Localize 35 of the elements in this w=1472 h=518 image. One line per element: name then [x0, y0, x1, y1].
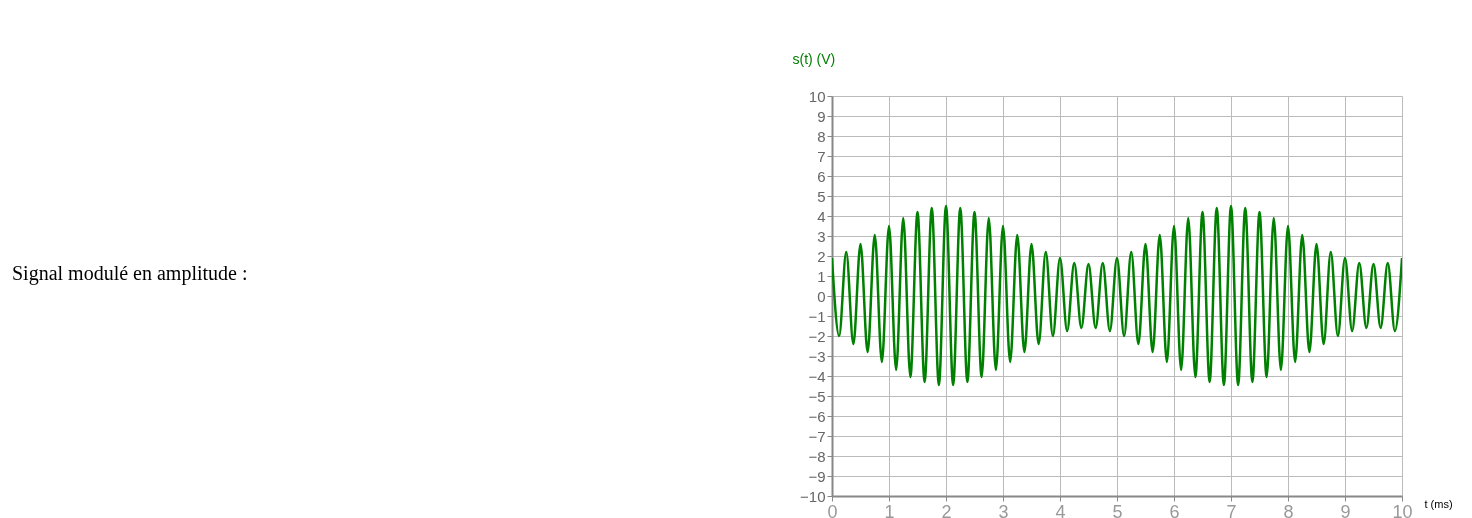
x-tick-label: 5 — [1112, 501, 1123, 518]
y-tick-label: −5 — [808, 387, 826, 405]
y-tick-label: 0 — [817, 287, 826, 305]
y-tick-label: −4 — [808, 367, 826, 385]
y-tick-label: −9 — [808, 467, 826, 485]
x-tick-label: 10 — [1392, 501, 1413, 518]
x-tick-label: 1 — [884, 501, 895, 518]
x-tick-label: 7 — [1226, 501, 1237, 518]
text: Signal modulé en amplitude : — [12, 262, 248, 285]
y-axis-title: s(t) (V) — [792, 50, 836, 67]
x-axis-title: t (ms) — [1424, 497, 1453, 510]
x-tick-label: 8 — [1283, 501, 1294, 518]
line-series — [832, 204, 1402, 387]
y-tick-label: −8 — [808, 447, 826, 465]
x-tick-label: 2 — [941, 501, 952, 518]
y-tick-label: 6 — [817, 167, 826, 185]
y-tick-label: −10 — [800, 487, 826, 505]
y-tick-label: −3 — [808, 347, 826, 365]
y-tick-label: −7 — [808, 427, 826, 445]
y-tick-label: 10 — [808, 87, 826, 105]
y-tick-label: 8 — [817, 127, 826, 145]
y-tick-label: 4 — [817, 207, 826, 225]
x-tick-label: 4 — [1055, 501, 1066, 518]
y-tick-label: −6 — [808, 407, 826, 425]
x-tick-label: 9 — [1340, 501, 1351, 518]
y-tick-label: 2 — [817, 247, 826, 265]
y-tick-label: 5 — [817, 187, 826, 205]
y-tick-label: 7 — [817, 147, 826, 165]
y-tick-label: 9 — [817, 107, 826, 125]
x-tick-label: 3 — [998, 501, 1009, 518]
y-tick-label: −2 — [808, 327, 826, 345]
x-tick-label: 6 — [1169, 501, 1180, 518]
y-tick-label: −1 — [808, 307, 826, 325]
y-tick-label: 3 — [817, 227, 826, 245]
y-tick-label: 1 — [817, 267, 826, 285]
